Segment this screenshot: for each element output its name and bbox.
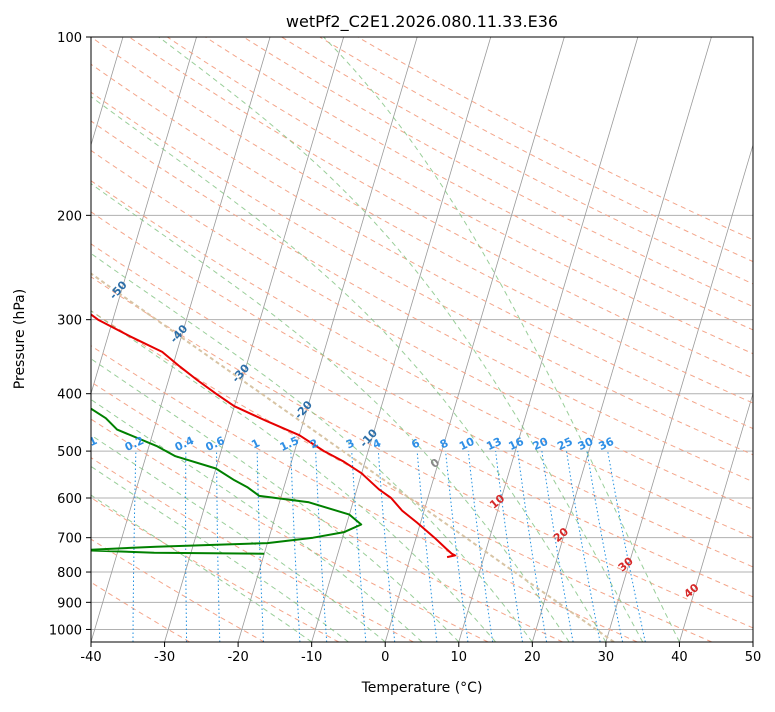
dry-adiabat-line [91,37,775,642]
mixing-ratio-label: 3 [344,436,356,451]
isotherm-line [606,37,775,642]
y-tick-label: 200 [57,209,82,224]
isotherm-label: -60 [45,237,68,261]
dry-adiabat-line [0,37,488,642]
moist-adiabat-line [152,32,643,642]
mixing-ratio-label: 20 [531,435,551,453]
isotherm-line [532,37,711,642]
dry-adiabat-label: 0 [428,456,442,471]
y-tick-label: 300 [57,314,82,329]
dry-adiabat-label: 10 [487,492,507,512]
moist-adiabat-line [0,32,459,642]
x-tick-label: 20 [524,650,541,665]
dry-adiabat-label: 20 [551,525,571,545]
y-tick-label: 900 [57,596,82,611]
mixing-ratio-label: 13 [484,435,503,453]
mixing-ratio-label: 36 [597,435,617,453]
dry-adiabat-line [129,37,775,642]
moist-adiabat-line [0,32,532,642]
isotherm-line [238,37,417,642]
mixing-ratio-label: 2 [308,436,320,451]
isotherm-label: -20 [292,398,315,422]
moist-adiabat-line [0,32,496,642]
mixing-ratio-line [518,451,547,642]
moist-adiabat-line [0,32,385,642]
y-tick-label: 800 [57,566,82,581]
y-tick-label: 700 [57,532,82,547]
y-tick-label: 100 [57,31,82,46]
moist-adiabat-line [319,32,680,642]
dry-adiabat-line [0,37,413,642]
mixing-ratio-line [587,451,623,642]
mixing-ratio-label: 10 [457,435,477,453]
mixing-ratio-line [468,451,492,642]
x-tick-label: -40 [80,650,101,665]
x-tick-label: 50 [745,650,762,665]
mixing-ratio-line [257,451,263,642]
temperature-line [0,37,455,557]
y-axis-label: Pressure (hPa) [12,289,28,389]
chart-title: wetPf2_C2E1.2026.080.11.33.E36 [286,12,558,32]
dry-adiabat-line [0,37,563,642]
x-tick-label: 0 [381,650,389,665]
isotherm-line [165,37,344,642]
x-tick-label: -10 [301,650,322,665]
dry-adiabat-line [205,37,775,642]
isotherm-line [385,37,564,642]
mixing-ratio-label: 25 [555,435,574,453]
isotherm-line [679,37,775,642]
mixing-ratio-line [542,451,573,642]
x-tick-label: 40 [671,650,688,665]
isotherm-label: -70 [0,194,8,218]
plot-frame [91,37,753,642]
x-tick-label: 10 [451,650,468,665]
isotherm-label: -30 [229,361,252,385]
mixing-ratio-line [316,451,327,642]
mixing-ratio-line [291,451,300,642]
mixing-ratio-line [83,451,89,642]
dry-adiabat-label: 30 [616,554,636,574]
x-axis-label: Temperature (°C) [361,680,483,696]
mixing-ratio-line [352,451,366,642]
y-tick-label: 400 [57,388,82,403]
x-tick-label: 30 [598,650,615,665]
mixing-ratio-label: 6 [409,436,422,451]
y-tick-label: 600 [57,492,82,507]
mixing-ratio-line [133,451,136,642]
moist-adiabat-line [0,32,569,642]
x-tick-label: -30 [154,650,175,665]
dry-adiabat-line [167,37,775,642]
mixing-ratio-line [417,451,437,642]
y-tick-label: 500 [57,445,82,460]
x-tick-label: -20 [227,650,248,665]
dry-adiabat-line [282,37,775,642]
mixing-ratio-label: 16 [506,435,526,453]
mixing-ratio-line [378,451,394,642]
mixing-ratio-line [217,451,220,642]
dry-adiabat-line [358,37,775,642]
dry-adiabat-line [53,37,775,642]
y-tick-label: 1000 [49,623,82,638]
isotherm-line [753,37,775,642]
mixing-ratio-line [608,451,646,642]
mixing-ratio-label: 1 [249,436,261,451]
